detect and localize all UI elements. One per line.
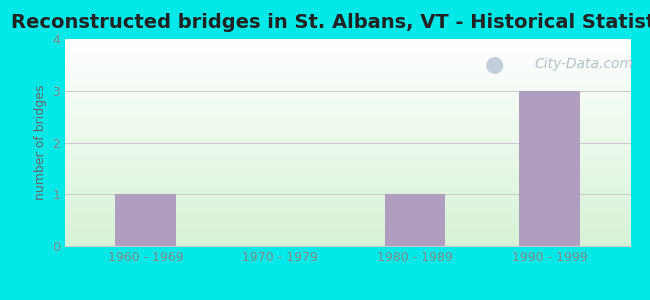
Text: City-Data.com: City-Data.com <box>534 57 633 71</box>
Bar <box>519 91 580 246</box>
Title: Reconstructed bridges in St. Albans, VT - Historical Statistics: Reconstructed bridges in St. Albans, VT … <box>11 13 650 32</box>
Y-axis label: number of bridges: number of bridges <box>34 85 47 200</box>
Bar <box>385 194 445 246</box>
Bar <box>116 194 176 246</box>
Text: ●: ● <box>485 54 504 74</box>
